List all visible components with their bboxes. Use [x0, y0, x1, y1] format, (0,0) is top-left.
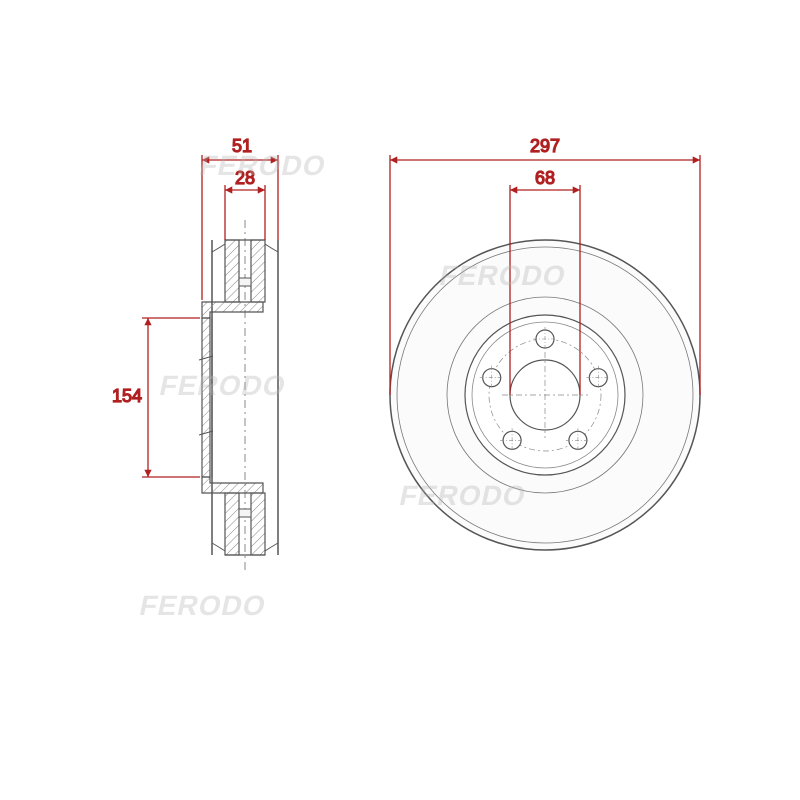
front-view — [390, 240, 700, 550]
technical-drawing: 51 28 154 297 68 — [0, 0, 800, 800]
dim-overall-height: 51 — [232, 136, 252, 156]
dim-disc-thickness: 28 — [235, 168, 255, 188]
dim-outer-diameter: 297 — [530, 136, 560, 156]
side-view — [199, 220, 278, 570]
dim-bolt-circle: 68 — [535, 168, 555, 188]
dim-hat-diameter: 154 — [112, 386, 142, 406]
